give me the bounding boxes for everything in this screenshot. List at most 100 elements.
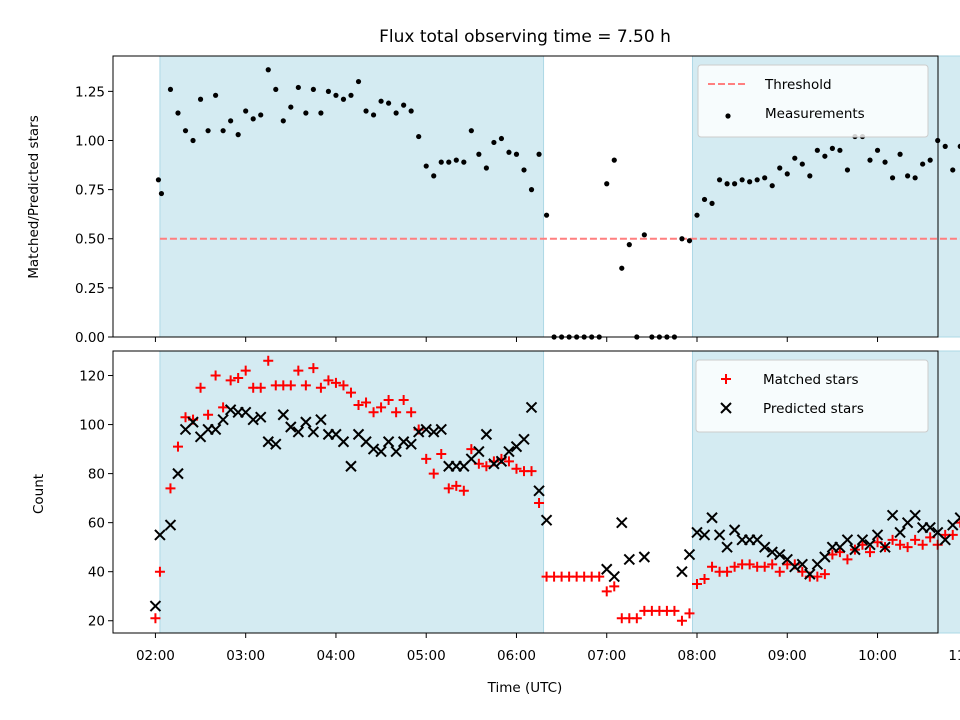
predicted-star-marker: [397, 436, 410, 448]
measurement-point: [190, 137, 196, 144]
predicted-star-marker: [473, 445, 485, 458]
x-tick-label: 03:00: [226, 648, 265, 664]
predicted-star-marker: [405, 438, 417, 450]
predicted-star-marker: [382, 436, 395, 448]
predicted-star-marker: [435, 423, 447, 436]
measurement-point: [920, 161, 926, 167]
predicted-star-marker: [954, 512, 960, 524]
matched-star-marker: [759, 561, 770, 572]
matched-star-marker: [481, 461, 492, 472]
predicted-star-marker: [774, 548, 786, 561]
measurement-point: [340, 96, 347, 102]
matched-star-marker: [203, 409, 214, 420]
measurement-point: [431, 173, 437, 179]
predicted-star-marker: [706, 512, 718, 524]
measurement-point: [724, 181, 730, 187]
matched-star-marker: [676, 615, 687, 626]
legend-box: [697, 64, 929, 138]
matched-star-marker: [233, 372, 244, 383]
predicted-star-marker: [638, 551, 651, 563]
predicted-star-marker: [849, 543, 861, 556]
matched-star-marker: [218, 402, 229, 413]
predicted-star-marker: [480, 428, 493, 441]
matched-star-marker: [910, 534, 921, 545]
predicted-star-marker: [758, 541, 771, 553]
y-tick-label: 1.00: [75, 133, 105, 149]
predicted-star-marker: [375, 445, 387, 458]
measurement-point: [303, 110, 309, 116]
matched-star-marker: [669, 605, 680, 616]
measurement-point: [837, 147, 843, 153]
matched-star-marker: [308, 363, 319, 374]
predicted-star-marker: [924, 521, 936, 534]
measurement-point: [182, 128, 189, 134]
measurement-point: [679, 236, 685, 242]
measurement-point: [288, 104, 294, 110]
measurement-point: [438, 159, 444, 165]
predicted-star-marker: [804, 568, 816, 580]
matched-star-marker: [744, 559, 755, 570]
predicted-star-marker: [270, 438, 282, 450]
matched-star-marker: [511, 463, 522, 474]
matched-star-marker: [376, 402, 387, 413]
measurement-point: [882, 159, 888, 165]
matched-star-marker: [150, 613, 161, 624]
measurement-point: [619, 265, 625, 271]
matched-star-marker: [594, 571, 605, 582]
matched-star-marker: [323, 375, 334, 386]
predicted-star-marker: [292, 426, 305, 438]
matched-star-marker: [729, 561, 740, 572]
predicted-star-marker: [217, 413, 229, 426]
measurement-point: [889, 175, 896, 181]
measurement-point: [822, 153, 828, 159]
measurement-point: [867, 157, 873, 163]
measurement-point: [325, 88, 332, 94]
matched-star-marker: [819, 569, 830, 580]
measurement-point: [844, 167, 851, 173]
predicted-star-marker: [285, 421, 297, 433]
measurement-point: [732, 181, 738, 187]
measurement-point: [258, 112, 264, 118]
matched-star-marker: [451, 480, 462, 491]
measurement-point: [784, 171, 790, 177]
axes-frame: [112, 350, 939, 634]
measurement-point: [333, 92, 339, 98]
measurement-point: [228, 118, 234, 124]
predicted-star-marker: [525, 401, 538, 414]
measurement-point: [265, 67, 271, 73]
measurement-point: [476, 151, 482, 157]
matched-star-marker: [225, 375, 236, 386]
legend-label: Matched stars: [763, 372, 859, 388]
measurement-point: [709, 200, 715, 206]
measurement-point: [528, 187, 535, 193]
matched-star-marker: [210, 370, 221, 381]
predicted-star-marker: [495, 455, 508, 468]
matched-star-marker: [293, 365, 304, 376]
measurement-point: [401, 102, 407, 108]
measurement-point: [155, 177, 162, 183]
x-tick-label: 11:00: [948, 648, 960, 664]
measurement-point: [175, 110, 181, 116]
y-tick-label: 120: [79, 369, 105, 385]
measurement-point: [762, 175, 768, 181]
matched-star-marker: [154, 566, 165, 577]
predicted-star-marker: [540, 514, 553, 526]
measurement-point: [912, 175, 918, 181]
chart-title: Flux total observing time = 7.50 h: [379, 27, 671, 47]
x-tick-label: 10:00: [858, 648, 897, 664]
measurement-point: [378, 98, 384, 104]
x-axis-label: Time (UTC): [487, 680, 563, 696]
measurement-point: [250, 116, 256, 122]
measurement-point: [310, 86, 316, 93]
measurement-point: [611, 157, 617, 163]
measurement-point: [220, 128, 226, 134]
measurement-point: [694, 212, 700, 218]
measurement-point: [197, 96, 204, 102]
matched-star-marker: [398, 395, 409, 406]
predicted-star-marker: [262, 436, 274, 448]
predicted-star-marker: [164, 519, 177, 531]
measurement-point: [686, 238, 693, 244]
legend: Threshold Measurements: [697, 64, 929, 138]
legend-label: Predicted stars: [763, 401, 864, 417]
